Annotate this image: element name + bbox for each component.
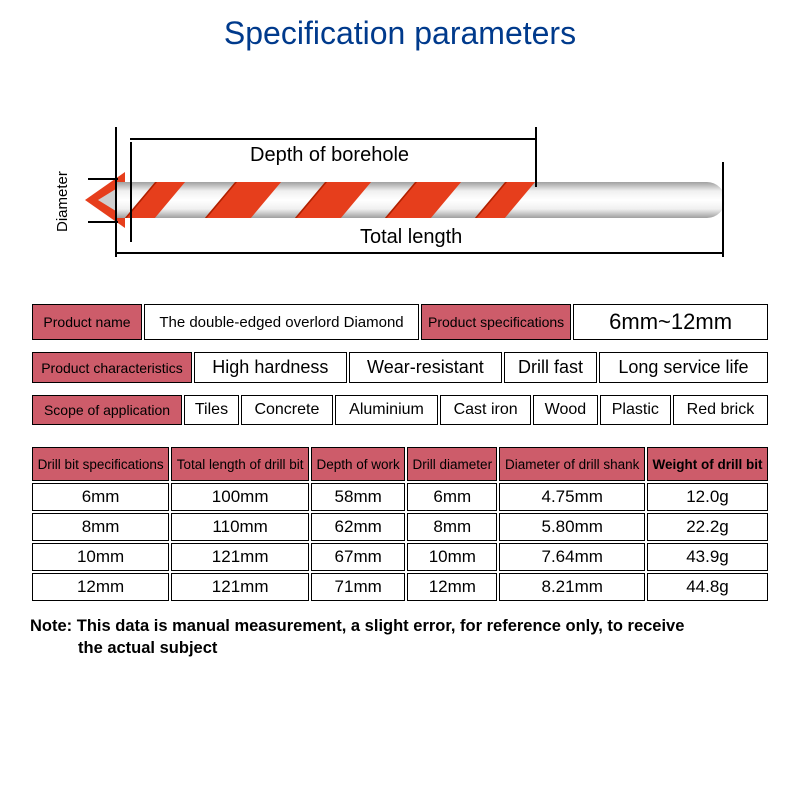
info-row-characteristics: Product characteristics High hardness We… <box>30 350 770 385</box>
spec-table: Drill bit specifications Total length of… <box>30 445 770 603</box>
spec-col-4: Diameter of drill shank <box>499 447 645 481</box>
scope-4: Cast iron <box>440 395 531 425</box>
table-cell: 12mm <box>32 573 169 601</box>
scope-header: Scope of application <box>32 395 182 425</box>
scope-5: Wood <box>533 395 598 425</box>
depth-of-borehole-label: Depth of borehole <box>250 144 409 167</box>
product-spec-value: 6mm~12mm <box>573 304 768 340</box>
note-line2: the actual subject <box>30 637 770 659</box>
product-name-value: The double-edged overlord Diamond <box>144 304 419 340</box>
table-cell: 71mm <box>311 573 405 601</box>
characteristics-header: Product characteristics <box>32 352 192 383</box>
dim-line <box>88 221 118 223</box>
scope-1: Tiles <box>184 395 239 425</box>
table-cell: 121mm <box>171 543 309 571</box>
char-4: Long service life <box>599 352 768 383</box>
dim-line <box>130 142 132 242</box>
table-cell: 6mm <box>32 483 169 511</box>
spec-col-5: Weight of drill bit <box>647 447 768 481</box>
scope-3: Aluminium <box>335 395 438 425</box>
note-line1: Note: This data is manual measurement, a… <box>30 617 684 635</box>
scope-6: Plastic <box>600 395 671 425</box>
page-title: Specification parameters <box>30 15 770 52</box>
dim-line <box>88 178 118 180</box>
diameter-label: Diameter <box>54 152 71 232</box>
flute <box>295 182 371 218</box>
table-cell: 44.8g <box>647 573 768 601</box>
product-spec-header: Product specifications <box>421 304 571 340</box>
table-row: 10mm121mm67mm10mm7.64mm43.9g <box>32 543 768 571</box>
table-cell: 58mm <box>311 483 405 511</box>
table-row: 8mm110mm62mm8mm5.80mm22.2g <box>32 513 768 541</box>
table-cell: 8.21mm <box>499 573 645 601</box>
table-cell: 4.75mm <box>499 483 645 511</box>
flute <box>125 182 185 218</box>
table-cell: 67mm <box>311 543 405 571</box>
table-row: 12mm121mm71mm12mm8.21mm44.8g <box>32 573 768 601</box>
spec-col-1: Total length of drill bit <box>171 447 309 481</box>
table-cell: 100mm <box>171 483 309 511</box>
table-cell: 62mm <box>311 513 405 541</box>
flute <box>475 182 535 218</box>
drill-diagram: Depth of borehole Total length Diameter <box>50 102 750 272</box>
table-cell: 10mm <box>407 543 497 571</box>
table-cell: 8mm <box>407 513 497 541</box>
char-3: Drill fast <box>504 352 597 383</box>
product-name-header: Product name <box>32 304 142 340</box>
flute <box>385 182 461 218</box>
table-cell: 8mm <box>32 513 169 541</box>
spec-col-3: Drill diameter <box>407 447 497 481</box>
page: Specification parameters Depth of boreho… <box>0 0 800 800</box>
scope-2: Concrete <box>241 395 333 425</box>
info-tables: Product name The double-edged overlord D… <box>30 302 770 660</box>
table-cell: 12mm <box>407 573 497 601</box>
table-cell: 110mm <box>171 513 309 541</box>
dim-line <box>115 252 724 254</box>
info-row-product: Product name The double-edged overlord D… <box>30 302 770 342</box>
dim-line <box>130 138 535 140</box>
char-2: Wear-resistant <box>349 352 502 383</box>
char-1: High hardness <box>194 352 347 383</box>
flute <box>205 182 281 218</box>
table-cell: 121mm <box>171 573 309 601</box>
table-cell: 12.0g <box>647 483 768 511</box>
table-cell: 10mm <box>32 543 169 571</box>
scope-7: Red brick <box>673 395 768 425</box>
table-cell: 6mm <box>407 483 497 511</box>
dim-line <box>535 127 537 187</box>
total-length-label: Total length <box>360 226 462 249</box>
drill-shaft <box>115 182 725 218</box>
info-row-scope: Scope of application Tiles Concrete Alum… <box>30 393 770 427</box>
table-cell: 7.64mm <box>499 543 645 571</box>
table-cell: 5.80mm <box>499 513 645 541</box>
table-cell: 43.9g <box>647 543 768 571</box>
spec-col-2: Depth of work <box>311 447 405 481</box>
note-text: Note: This data is manual measurement, a… <box>30 615 770 660</box>
table-cell: 22.2g <box>647 513 768 541</box>
dim-line <box>722 162 724 257</box>
table-row: 6mm100mm58mm6mm4.75mm12.0g <box>32 483 768 511</box>
spec-header-row: Drill bit specifications Total length of… <box>32 447 768 481</box>
dim-line <box>115 127 117 257</box>
spec-col-0: Drill bit specifications <box>32 447 169 481</box>
